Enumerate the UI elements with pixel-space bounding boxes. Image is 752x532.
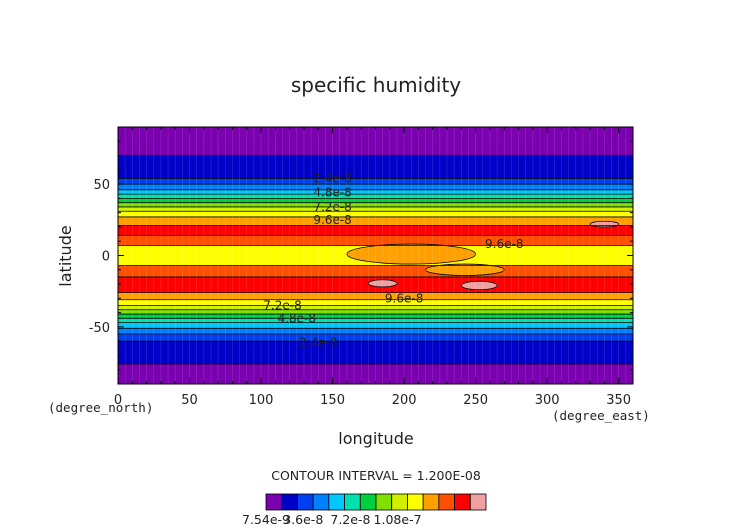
- contour-label-3: 9.6e-8: [313, 213, 351, 227]
- colorbar-label-3: 1.08e-7: [374, 512, 422, 527]
- x-tick-label: 0: [114, 393, 122, 408]
- contour-label-5: 9.6e-8: [385, 291, 423, 305]
- humidity-band-18: [118, 305, 633, 310]
- y-tick-label: 50: [93, 178, 110, 193]
- humidity-band-16: [118, 292, 633, 300]
- colorbar-swatch-2: [297, 493, 314, 511]
- contour-interval: CONTOUR INTERVAL = 1.200E-08: [271, 468, 481, 483]
- humidity-band-25: [118, 341, 633, 365]
- colorbar-swatch-3: [312, 493, 330, 511]
- humidity-band-21: [118, 318, 633, 323]
- humidity-band-2: [118, 178, 633, 185]
- contour-label-0: 2.4e-8: [313, 171, 351, 185]
- x-tick-label: 100: [249, 393, 274, 408]
- humidity-band-26: [118, 364, 633, 384]
- humidity-band-9: [118, 211, 633, 217]
- humidity-patch-3: [460, 280, 498, 291]
- humidity-band-5: [118, 194, 633, 199]
- contour-label-2: 7.2e-8: [313, 200, 351, 214]
- x-unit-label: (degree_east): [552, 408, 650, 423]
- y-axis-label: latitude: [56, 225, 75, 286]
- y-tick-label: 0: [102, 250, 110, 265]
- humidity-band-11: [118, 225, 633, 236]
- humidity-band-7: [118, 202, 633, 207]
- humidity-band-14: [118, 265, 633, 277]
- y-unit-label: (degree_north): [48, 400, 153, 415]
- humidity-band-8: [118, 206, 633, 212]
- humidity-band-4: [118, 189, 633, 195]
- colorbar-swatch-1: [281, 493, 298, 511]
- contour-label-1: 4.8e-8: [313, 186, 351, 200]
- colorbar-swatch-7: [375, 493, 393, 511]
- y-tick-label: -50: [89, 321, 110, 336]
- colorbar-label-0: 7.54e-9: [242, 512, 290, 527]
- colorbar-swatch-12: [454, 493, 471, 511]
- x-tick-label: 350: [606, 393, 631, 408]
- colorbar-swatch-4: [328, 493, 345, 511]
- chart-title: specific humidity: [291, 73, 461, 97]
- colorbar: [265, 493, 487, 511]
- colorbar-swatch-8: [391, 493, 408, 511]
- colorbar-swatch-9: [407, 493, 424, 511]
- x-axis-ticks: 0 50 100 150 200 250 300 350: [114, 393, 631, 408]
- humidity-band-23: [118, 328, 633, 335]
- humidity-patch-1: [425, 263, 505, 276]
- x-tick-label: 150: [320, 393, 345, 408]
- humidity-band-17: [118, 299, 633, 306]
- humidity-band-6: [118, 198, 633, 203]
- humidity-band-19: [118, 309, 633, 315]
- x-tick-label: 300: [535, 393, 560, 408]
- humidity-patch-0: [346, 243, 477, 265]
- x-axis-label: longitude: [338, 429, 413, 448]
- humidity-patch-2: [367, 279, 398, 288]
- humidity-band-3: [118, 184, 633, 190]
- contour-label-6: 7.2e-8: [263, 298, 301, 312]
- colorbar-swatch-5: [344, 493, 361, 511]
- humidity-band-24: [118, 334, 633, 342]
- colorbar-swatch-10: [422, 493, 440, 511]
- contour-label-7: 4.8e-8: [278, 311, 316, 325]
- colorbar-swatch-0: [265, 493, 283, 511]
- y-axis-ticks: -50 0 50: [89, 178, 110, 336]
- colorbar-swatch-11: [438, 493, 455, 511]
- x-tick-label: 50: [181, 393, 198, 408]
- plot-area: [117, 126, 634, 385]
- colorbar-swatch-13: [469, 493, 487, 511]
- contour-label-8: 2.4e-8: [299, 336, 337, 350]
- humidity-band-20: [118, 314, 633, 319]
- humidity-band-1: [118, 155, 633, 179]
- humidity-band-10: [118, 216, 633, 226]
- x-tick-label: 200: [392, 393, 417, 408]
- colorbar-swatch-6: [359, 493, 377, 511]
- colorbar-label-1: 3.6e-8: [283, 512, 323, 527]
- contour-label-4: 9.6e-8: [485, 237, 523, 251]
- colorbar-labels: 7.54e-93.6e-8 7.2e-8 1.08e-7: [242, 512, 422, 527]
- humidity-band-22: [118, 322, 633, 329]
- contour-labels: 2.4e-84.8e-87.2e-89.6e-89.6e-89.6e-87.2e…: [263, 171, 523, 349]
- humidity-band-12: [118, 235, 633, 246]
- colorbar-label-2: 7.2e-8: [330, 512, 370, 527]
- x-tick-label: 250: [463, 393, 488, 408]
